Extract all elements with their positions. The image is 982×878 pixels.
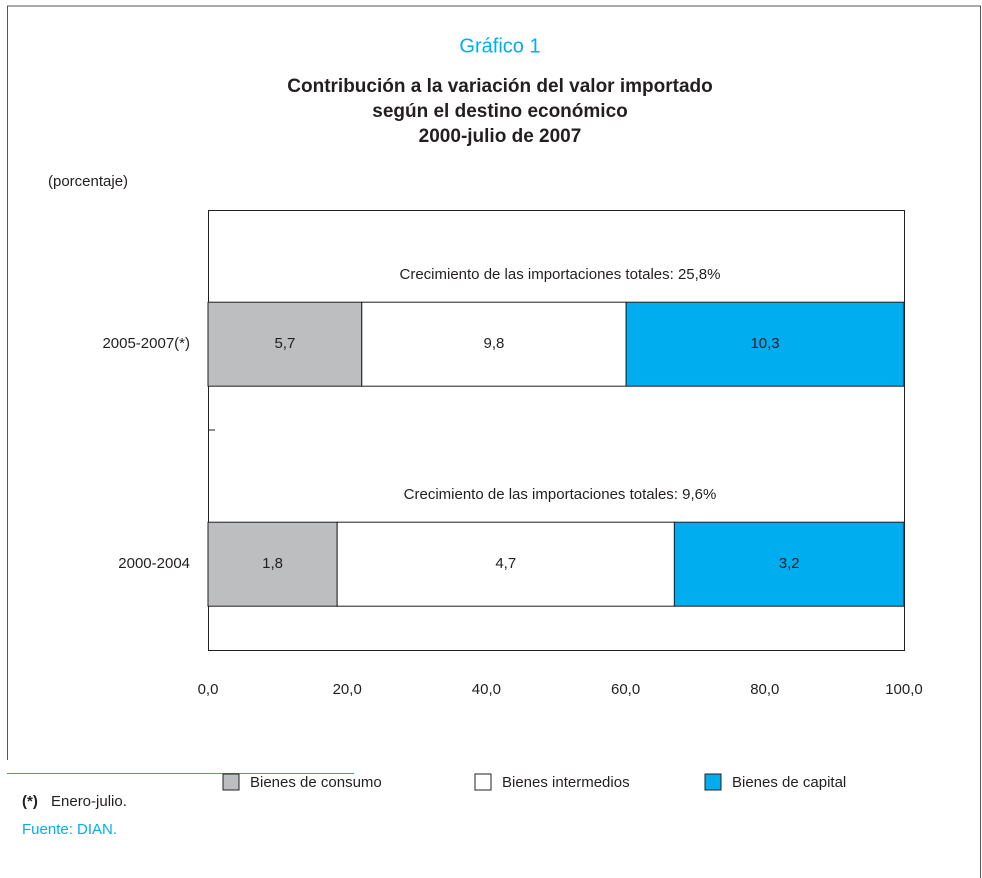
bar-segment — [336, 521, 675, 607]
annotation: Crecimiento de las importaciones totales… — [400, 266, 721, 283]
annotation: Crecimiento de las importaciones totales… — [404, 486, 717, 503]
legend-swatch — [704, 773, 722, 791]
bar-segment — [673, 521, 905, 607]
y-tick-label: 2000-2004 — [118, 555, 190, 572]
x-tick-label: 80,0 — [750, 681, 779, 698]
value-label: 3,2 — [779, 555, 800, 572]
bar-segment — [207, 301, 363, 387]
bar-segment — [625, 301, 905, 387]
legend-label: Bienes intermedios — [502, 774, 630, 791]
value-label: 10,3 — [750, 335, 779, 352]
x-tick-label: 0,0 — [198, 681, 219, 698]
bar-segment — [361, 301, 627, 387]
unit-label: (porcentaje) — [48, 173, 128, 190]
legend-swatch — [222, 773, 240, 791]
legend-swatch — [474, 773, 492, 791]
x-tick-label: 40,0 — [472, 681, 501, 698]
chart-subtitle: según el destino económico — [372, 101, 628, 122]
value-label: 4,7 — [495, 555, 516, 572]
chart-subtitle: Contribución a la variación del valor im… — [287, 76, 712, 97]
legend-label: Bienes de consumo — [250, 774, 382, 791]
x-tick-label: 20,0 — [333, 681, 362, 698]
source: Fuente: DIAN. — [22, 821, 117, 838]
footnote-marker: (*) — [22, 793, 38, 810]
chart-title: Gráfico 1 — [459, 35, 540, 57]
y-tick-label: 2005-2007(*) — [102, 335, 190, 352]
x-tick-label: 100,0 — [885, 681, 923, 698]
footnote: Enero-julio. — [51, 793, 127, 810]
legend-label: Bienes de capital — [732, 774, 846, 791]
value-label: 1,8 — [262, 555, 283, 572]
x-tick-label: 60,0 — [611, 681, 640, 698]
value-label: 5,7 — [274, 335, 295, 352]
value-label: 9,8 — [484, 335, 505, 352]
chart-subtitle: 2000-julio de 2007 — [419, 126, 582, 147]
